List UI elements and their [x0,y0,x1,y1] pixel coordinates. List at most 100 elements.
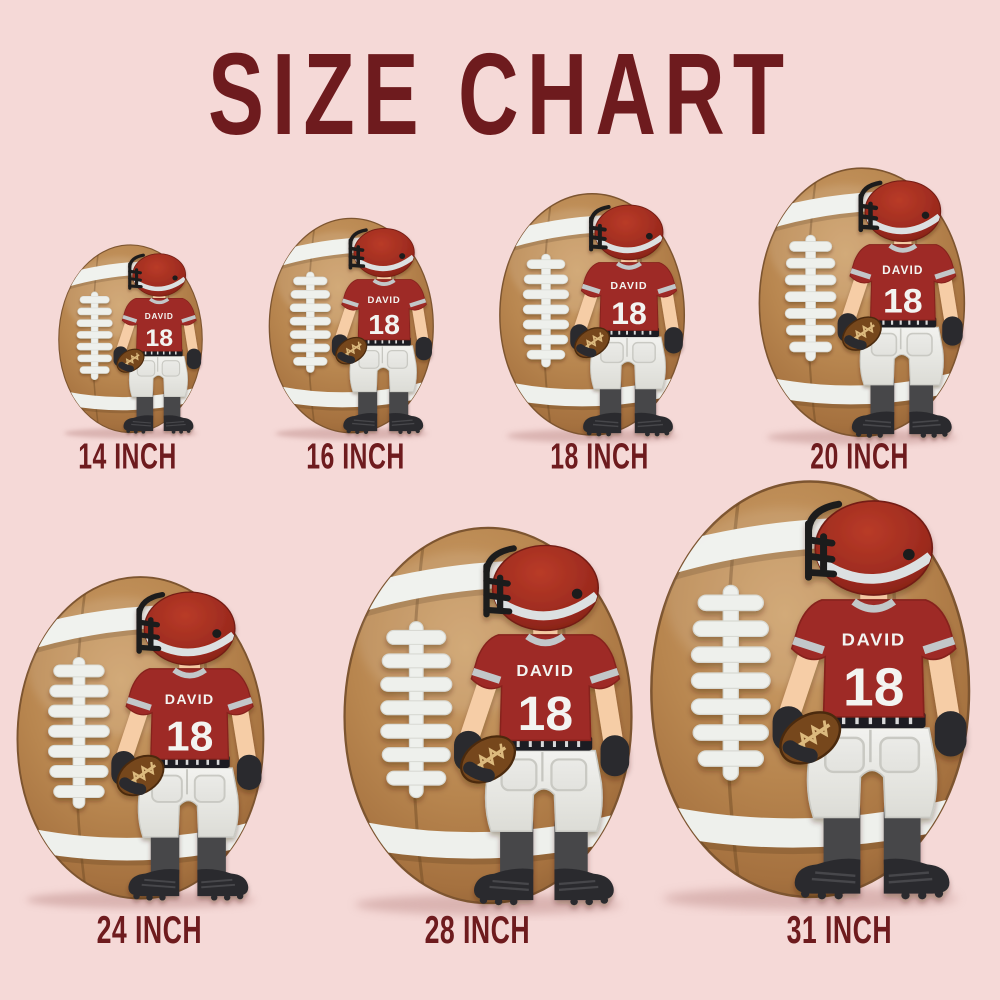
left-arm [574,289,598,334]
jersey [849,243,957,321]
jersey-number: 18 [165,713,213,759]
left-cuff-stripe [122,315,138,324]
jersey-name: DAVID [516,662,574,680]
helmet-ear-hole [645,232,653,240]
helmet-trim [815,552,933,584]
size-label-text: 16 INCH [306,436,406,477]
player: DAVID 18 [837,180,963,438]
collar [525,633,566,647]
football-plush-graphic: DAVID 18 [58,244,204,439]
glove-fingers [336,352,355,364]
left-shoe [794,858,861,894]
helmet-trim [353,255,414,272]
left-cuff-stripe [471,667,502,684]
helmet-ear-hole [571,588,583,599]
right-shoe [164,415,194,432]
pants [589,336,666,390]
right-shoe [883,858,950,894]
size-label-18-inch: 18 INCH [510,438,690,474]
jersey [790,599,957,718]
glove-fingers [575,344,597,358]
collar [171,668,207,679]
left-cuff-stripe [850,268,872,280]
pants [137,767,239,839]
size-label-28-inch: 28 INCH [387,911,567,950]
pants [129,356,189,398]
facemask-icon [135,592,165,655]
collar [149,298,170,305]
size-label-text: 14 INCH [78,436,178,477]
jersey-name: DAVID [841,630,905,650]
jersey [122,298,198,353]
jersey-number: 18 [611,295,647,330]
left-cuff-stripe [581,283,601,295]
pants [859,326,945,386]
right-shoe [909,411,952,434]
plush-31-inch: DAVID 18 [643,475,977,916]
helmet-ear-hole [398,253,405,260]
glove-fingers [782,740,818,764]
jersey [470,634,621,742]
collar [888,243,918,253]
right-cuff-stripe [181,315,197,324]
left-arm [842,274,868,324]
right-pocket [386,350,408,370]
football-plush-graphic: DAVID 18 [499,193,685,443]
ball-laces [380,621,453,799]
player: DAVID 18 [570,204,683,437]
plush-24-inch: DAVID 18 [11,572,270,914]
right-arm [938,274,959,328]
ball-laces [47,657,110,810]
player: DAVID 18 [454,544,630,906]
helmet-trim [143,632,235,657]
right-cuff-stripe [934,268,956,280]
size-label-text: 31 INCH [786,909,892,953]
right-cuff-stripe [922,636,956,655]
plush-28-inch: DAVID 18 [337,522,639,921]
player: DAVID 18 [110,591,262,901]
left-shoe [851,411,895,434]
right-cuff-stripe [657,283,677,295]
size-label-14-inch: 14 INCH [38,438,218,474]
ball-laces [785,234,837,362]
ball-laces [289,271,331,374]
right-pocket [162,360,181,378]
jersey-name: DAVID [145,313,174,322]
helmet-trim [865,213,941,234]
right-pocket [906,332,933,357]
football-plush-graphic: DAVID 18 [268,217,434,440]
jersey [125,668,254,761]
glove-fingers [844,334,867,350]
collar [851,598,896,613]
glove-fingers [118,362,135,373]
right-pocket [193,774,226,804]
jersey-name: DAVID [882,264,923,277]
left-shoe [342,413,377,432]
plush-16-inch: DAVID 18 [265,215,438,443]
jersey-number: 18 [883,282,923,320]
right-arm [184,319,199,358]
football-plush-graphic: DAVID 18 [758,167,966,445]
size-label-text: 28 INCH [424,909,530,953]
glove-fingers [118,777,146,796]
right-shoe [554,868,614,901]
left-cuff-stripe [126,697,152,712]
ball-laces [522,253,570,368]
size-label-text: 18 INCH [550,436,650,477]
jersey-name: DAVID [164,691,214,707]
player: DAVID 18 [114,253,202,435]
size-label-text: 24 INCH [96,909,202,953]
left-cuff-stripe [341,298,359,308]
left-shoe [582,412,622,434]
jersey [580,262,677,331]
ground-shadow [64,428,198,439]
right-arm [411,303,429,347]
size-label-text: 20 INCH [810,436,910,477]
left-shoe [123,415,154,432]
helmet-ear-hole [921,211,930,219]
pants [806,727,938,819]
right-arm [927,646,960,730]
page-title: SIZE CHART [0,36,1000,152]
left-arm [117,319,136,355]
